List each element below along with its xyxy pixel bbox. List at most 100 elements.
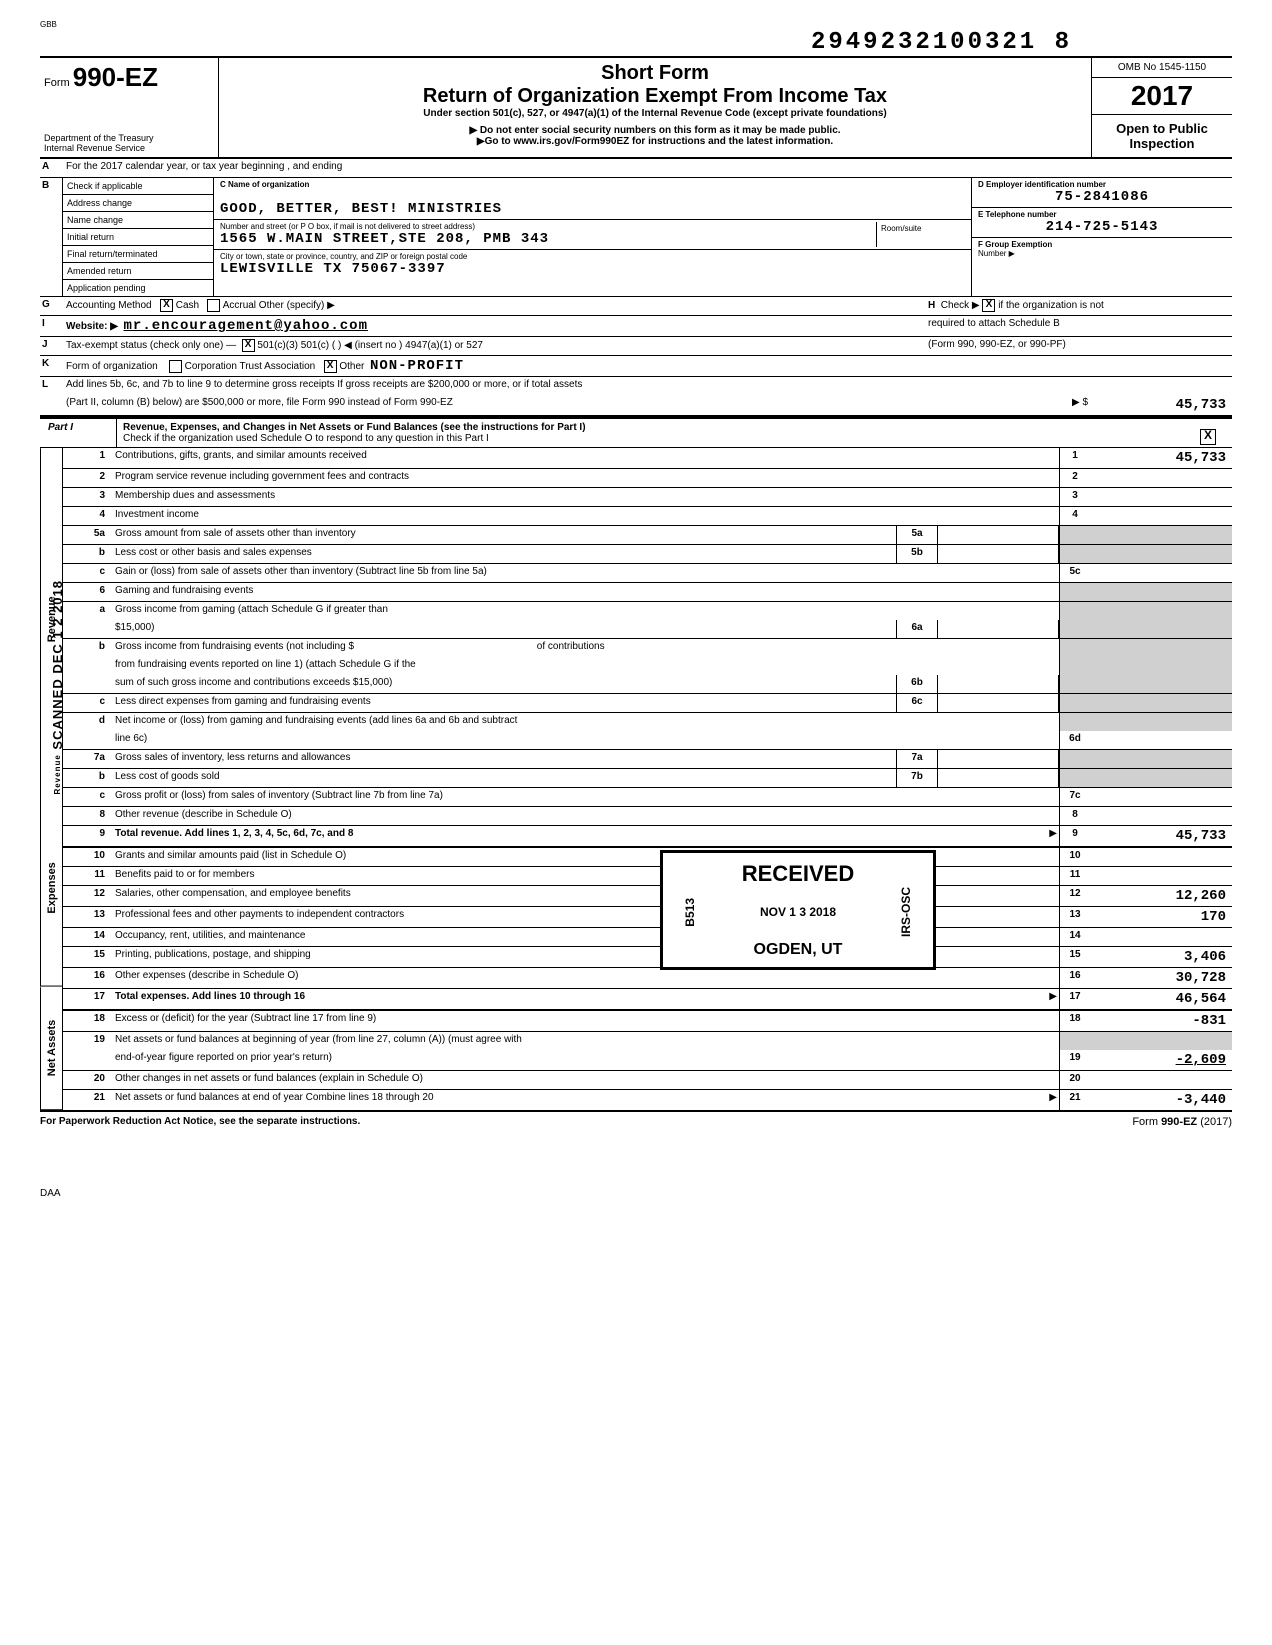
part1-header: Part I Revenue, Expenses, and Changes in…: [40, 417, 1232, 448]
k-corp-cb[interactable]: [169, 360, 182, 373]
d6b2: from fundraising events reported on line…: [111, 657, 1059, 675]
d9wrap: Total revenue. Add lines 1, 2, 3, 4, 5c,…: [111, 826, 1035, 846]
row-16: 16Other expenses (describe in Schedule O…: [63, 968, 1232, 989]
city-value: LEWISVILLE TX 75067-3397: [220, 261, 965, 277]
part1-checkbox[interactable]: X: [1200, 429, 1216, 445]
row-6c: cLess direct expenses from gaming and fu…: [63, 694, 1232, 713]
d6c: Less direct expenses from gaming and fun…: [111, 694, 896, 712]
n18: 18: [1059, 1011, 1090, 1031]
row-6: 6Gaming and fundraising events: [63, 583, 1232, 602]
n7c: 7c: [1059, 788, 1090, 806]
mb7b: 7b: [896, 769, 938, 787]
city-label: City or town, state or province, country…: [220, 252, 965, 261]
row-10: 10Grants and similar amounts paid (list …: [63, 848, 1232, 867]
daa-label: DAA: [40, 1188, 1232, 1199]
form-container: GBB 2949232100321 8 Form 990-EZ Departme…: [40, 20, 1232, 1199]
d19a: Net assets or fund balances at beginning…: [111, 1032, 1059, 1050]
stamp-received: RECEIVED: [683, 861, 913, 887]
d6d2: line 6c): [111, 731, 1059, 749]
k-other-cb[interactable]: X: [324, 360, 337, 373]
cb-name-change[interactable]: Name change: [63, 212, 213, 229]
d5a: Gross amount from sale of assets other t…: [111, 526, 896, 544]
accrual-checkbox[interactable]: [207, 299, 220, 312]
a15: 3,406: [1090, 947, 1232, 967]
cb-pending[interactable]: Application pending: [63, 280, 213, 296]
form-number: Form 990-EZ: [44, 62, 214, 93]
row-11: 11Benefits paid to or for members 11: [63, 867, 1232, 886]
d6b1b: of contributions: [537, 641, 605, 652]
arrow17: ▶: [1035, 989, 1059, 1009]
n15: 15: [1059, 947, 1090, 967]
warning-1: ▶ Do not enter social security numbers o…: [229, 125, 1081, 136]
d6b3: sum of such gross income and contributio…: [111, 675, 896, 693]
h-content: H Check ▶ X if the organization is not: [924, 297, 1232, 315]
a8: [1090, 807, 1232, 825]
g-content: Accounting Method X Cash Accrual Other (…: [62, 297, 924, 315]
c-label: C Name of organization: [220, 180, 965, 189]
line-k: K Form of organization Corporation Trust…: [40, 356, 1232, 377]
cb-initial-return[interactable]: Initial return: [63, 229, 213, 246]
row-6d-1: dNet income or (loss) from gaming and fu…: [63, 713, 1232, 731]
d-e-f-column: D Employer identification number 75-2841…: [971, 178, 1232, 296]
row-13: 13Professional fees and other payments t…: [63, 907, 1232, 928]
h-line2: required to attach Schedule B: [924, 316, 1232, 336]
row-20: 20Other changes in net assets or fund ba…: [63, 1071, 1232, 1090]
j-checkbox[interactable]: X: [242, 339, 255, 352]
j-label: Tax-exempt status (check only one) —: [66, 340, 236, 351]
row-4: 4Investment income 4: [63, 507, 1232, 526]
n20: 20: [1059, 1071, 1090, 1089]
letter-g: G: [40, 297, 62, 315]
a5c: [1090, 564, 1232, 582]
stamp-b513: B513: [683, 898, 697, 927]
j-content: Tax-exempt status (check only one) — X 5…: [62, 337, 924, 355]
part1-sub: Check if the organization used Schedule …: [123, 433, 489, 444]
c-city-row: City or town, state or province, country…: [214, 250, 971, 279]
org-name: GOOD, BETTER, BEST! MINISTRIES: [220, 201, 965, 217]
netassets-label: Net Assets: [40, 987, 63, 1110]
l-amount: 45,733: [1090, 395, 1232, 415]
a9: 45,733: [1090, 826, 1232, 846]
a3: [1090, 488, 1232, 506]
j-options: 501(c)(3) 501(c) ( ) ◀ (insert no ) 4947…: [257, 340, 483, 351]
main-grid: Revenue Expenses Net Assets 1Contributio…: [40, 448, 1232, 1110]
row-18: 18Excess or (deficit) for the year (Subt…: [63, 1011, 1232, 1032]
cb-final-return[interactable]: Final return/terminated: [63, 246, 213, 263]
line-j: J Tax-exempt status (check only one) — X…: [40, 337, 1232, 356]
accrual-label: Accrual Other (specify) ▶: [223, 300, 335, 311]
part1-label: Part I: [40, 419, 117, 447]
cb-address-change[interactable]: Address change: [63, 195, 213, 212]
phone-value: 214-725-5143: [978, 219, 1226, 235]
form-prefix: Form: [44, 77, 70, 89]
warning-2: ▶Go to www.irs.gov/Form990EZ for instruc…: [229, 136, 1081, 147]
street-value: 1565 W.MAIN STREET,STE 208, PMB 343: [220, 231, 876, 247]
org-info-block: B Check if applicable Address change Nam…: [40, 178, 1232, 297]
cb-amended[interactable]: Amended return: [63, 263, 213, 280]
line-a-text: For the 2017 calendar year, or tax year …: [62, 159, 1232, 177]
website-value: mr.encouragement@yahoo.com: [124, 318, 368, 334]
grid-body: 1Contributions, gifts, grants, and simil…: [63, 448, 1232, 1110]
cash-checkbox[interactable]: X: [160, 299, 173, 312]
d16: Other expenses (describe in Schedule O): [111, 968, 1059, 988]
d1: Contributions, gifts, grants, and simila…: [111, 448, 1059, 468]
h-checkbox[interactable]: X: [982, 299, 995, 312]
cash-label: Cash: [176, 300, 199, 311]
d4: Investment income: [111, 507, 1059, 525]
d18: Excess or (deficit) for the year (Subtra…: [111, 1011, 1059, 1031]
main-title: Return of Organization Exempt From Incom…: [229, 85, 1081, 108]
a16: 30,728: [1090, 968, 1232, 988]
row-12: 12Salaries, other compensation, and empl…: [63, 886, 1232, 907]
l-text2: (Part II, column (B) below) are $500,000…: [62, 395, 1046, 415]
stamp-ogden: OGDEN, UT: [683, 941, 913, 959]
n21: 21: [1059, 1090, 1090, 1110]
line-g-h: G Accounting Method X Cash Accrual Other…: [40, 297, 1232, 316]
h-line3: (Form 990, 990-EZ, or 990-PF): [924, 337, 1232, 355]
row-9: 9Total revenue. Add lines 1, 2, 3, 4, 5c…: [63, 826, 1232, 848]
d6d1: Net income or (loss) from gaming and fun…: [111, 713, 1059, 731]
scanned-stamp: Revenue SCANNED SCANNED DEC 1 2 2018DEC …: [50, 580, 65, 795]
d6a2: $15,000): [111, 620, 896, 638]
mb5a: 5a: [896, 526, 938, 544]
form-header: Form 990-EZ Department of the Treasury I…: [40, 56, 1232, 159]
form-number-text: 990-EZ: [73, 62, 158, 92]
a7c: [1090, 788, 1232, 806]
h-rest: if the organization is not: [998, 300, 1104, 311]
